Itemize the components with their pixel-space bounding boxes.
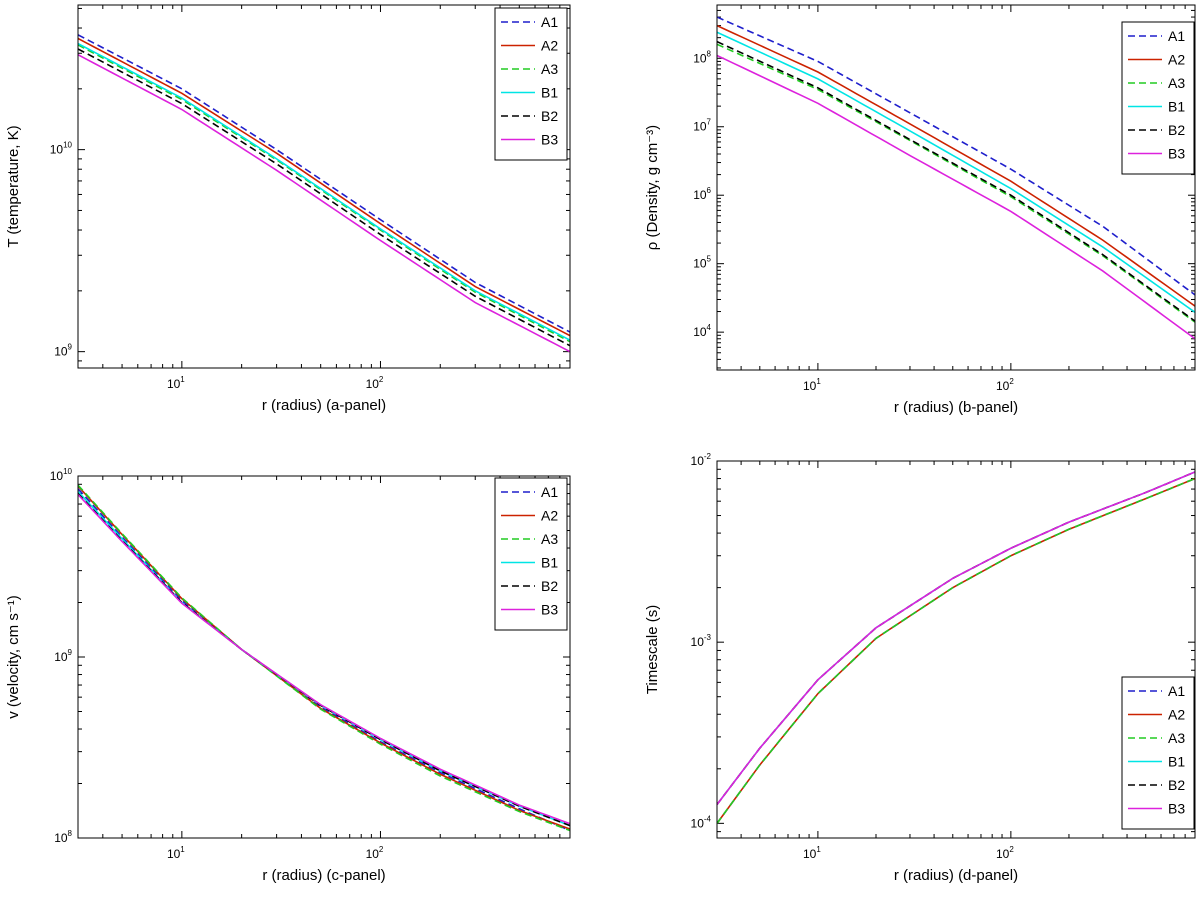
x-tick-label: 102 [996,377,1014,393]
legend-label-b1: B1 [541,555,558,571]
plot-frame [716,460,1196,839]
x-minor-ticks [77,476,571,838]
y-tick-label: 109 [54,648,72,664]
legend-label-b3: B3 [1168,801,1185,817]
y-axis-label: ρ (Density, g cm⁻³) [644,125,661,250]
legend-label-b2: B2 [541,578,558,594]
chart-panel-4: 101 102 10-4 10-3 10-2 r (radius) (d-panel) Ti… [644,452,1196,884]
x-axis-label: r (radius) (c-panel) [262,867,385,884]
series-line-b2 [78,48,570,347]
legend-label-a3: A3 [1168,730,1185,746]
plot-frame [77,475,571,839]
x-tick-label: 101 [803,377,821,393]
series-group [78,484,570,832]
legend-label-a3: A3 [541,531,558,547]
y-axis-label: T (temperature, K) [5,125,22,247]
legend-label-b2: B2 [541,108,558,124]
y-tick-label: 105 [693,255,711,271]
legend: A1 A2 A3 B1 B2 B3 [1121,21,1195,175]
legend-label-a2: A2 [541,38,558,54]
x-tick-label: 102 [366,375,384,391]
series-line-b2 [717,40,1195,322]
plot-frame [716,4,1196,371]
y-tick-label: 108 [54,829,72,845]
series-line-b3 [717,471,1195,806]
series-group [78,34,570,353]
legend-label-a1: A1 [1168,683,1185,699]
series-line-b3 [78,54,570,353]
chart-panel-1: 101 102 109 1010 r (radius) (a-panel) T (temp… [5,4,571,414]
legend-label-a2: A2 [541,508,558,524]
y-tick-label: 10-3 [691,633,712,649]
legend-label-b1: B1 [1168,754,1185,770]
chart-panel-2: 101 102 104 105 106 107 108 r (radius) (b-panel… [644,4,1196,416]
legend-label-a2: A2 [1168,52,1185,68]
legend-label-a1: A1 [541,14,558,30]
series-line-a1 [78,488,570,832]
y-tick-label: 10-4 [691,814,712,830]
y-axis-label: v (velocity, cm s⁻¹) [5,595,22,718]
series-group [717,16,1195,340]
x-tick-label: 101 [803,845,821,861]
x-axis-label: r (radius) (b-panel) [894,399,1018,416]
series-line-a2 [717,24,1195,307]
series-line-a3 [717,477,1195,824]
series-line-b3 [717,54,1195,340]
legend-label-a1: A1 [1168,28,1185,44]
legend: A1 A2 A3 B1 B2 B3 [494,7,568,161]
y-tick-label: 1010 [50,467,73,483]
y-minor-ticks [78,7,570,362]
series-line-b1 [78,42,570,341]
legend-label-a3: A3 [541,61,558,77]
y-tick-label: 106 [693,186,711,202]
legend-label-b1: B1 [541,85,558,101]
legend: A1 A2 A3 B1 B2 B3 [494,477,568,631]
series-line-a3 [717,43,1195,323]
series-line-b3 [78,493,570,825]
legend-label-a3: A3 [1168,75,1185,91]
x-tick-label: 101 [167,375,185,391]
series-group [717,471,1195,824]
y-axis-label: Timescale (s) [644,605,661,694]
y-tick-label: 107 [693,118,711,134]
series-line-a1 [717,16,1195,296]
x-tick-label: 102 [996,845,1014,861]
legend-label-a2: A2 [1168,707,1185,723]
series-line-a2 [78,37,570,337]
legend: A1 A2 A3 B1 B2 B3 [1121,676,1195,830]
series-line-a3 [78,44,570,343]
legend-label-b3: B3 [1168,146,1185,162]
y-tick-label: 108 [693,49,711,65]
x-minor-ticks [716,5,1196,370]
plot-frame [77,4,571,369]
x-tick-label: 101 [167,845,185,861]
series-line-a3 [78,484,570,832]
legend-label-b2: B2 [1168,122,1185,138]
x-tick-label: 102 [366,845,384,861]
x-axis-label: r (radius) (d-panel) [894,867,1018,884]
chart-panel-3: 101 102 108 109 1010 r (radius) (c-panel) v (v… [5,467,571,884]
legend-label-b3: B3 [541,602,558,618]
legend-label-b3: B3 [541,132,558,148]
x-minor-ticks [77,5,571,368]
legend-label-b2: B2 [1168,777,1185,793]
legend-label-a1: A1 [541,484,558,500]
y-tick-label: 1010 [50,141,73,157]
y-tick-label: 10-2 [691,452,712,468]
y-tick-label: 104 [693,323,711,339]
legend-label-b1: B1 [1168,99,1185,115]
series-line-b1 [717,31,1195,313]
y-tick-label: 109 [54,343,72,359]
series-line-a1 [78,34,570,333]
x-axis-label: r (radius) (a-panel) [262,397,386,414]
